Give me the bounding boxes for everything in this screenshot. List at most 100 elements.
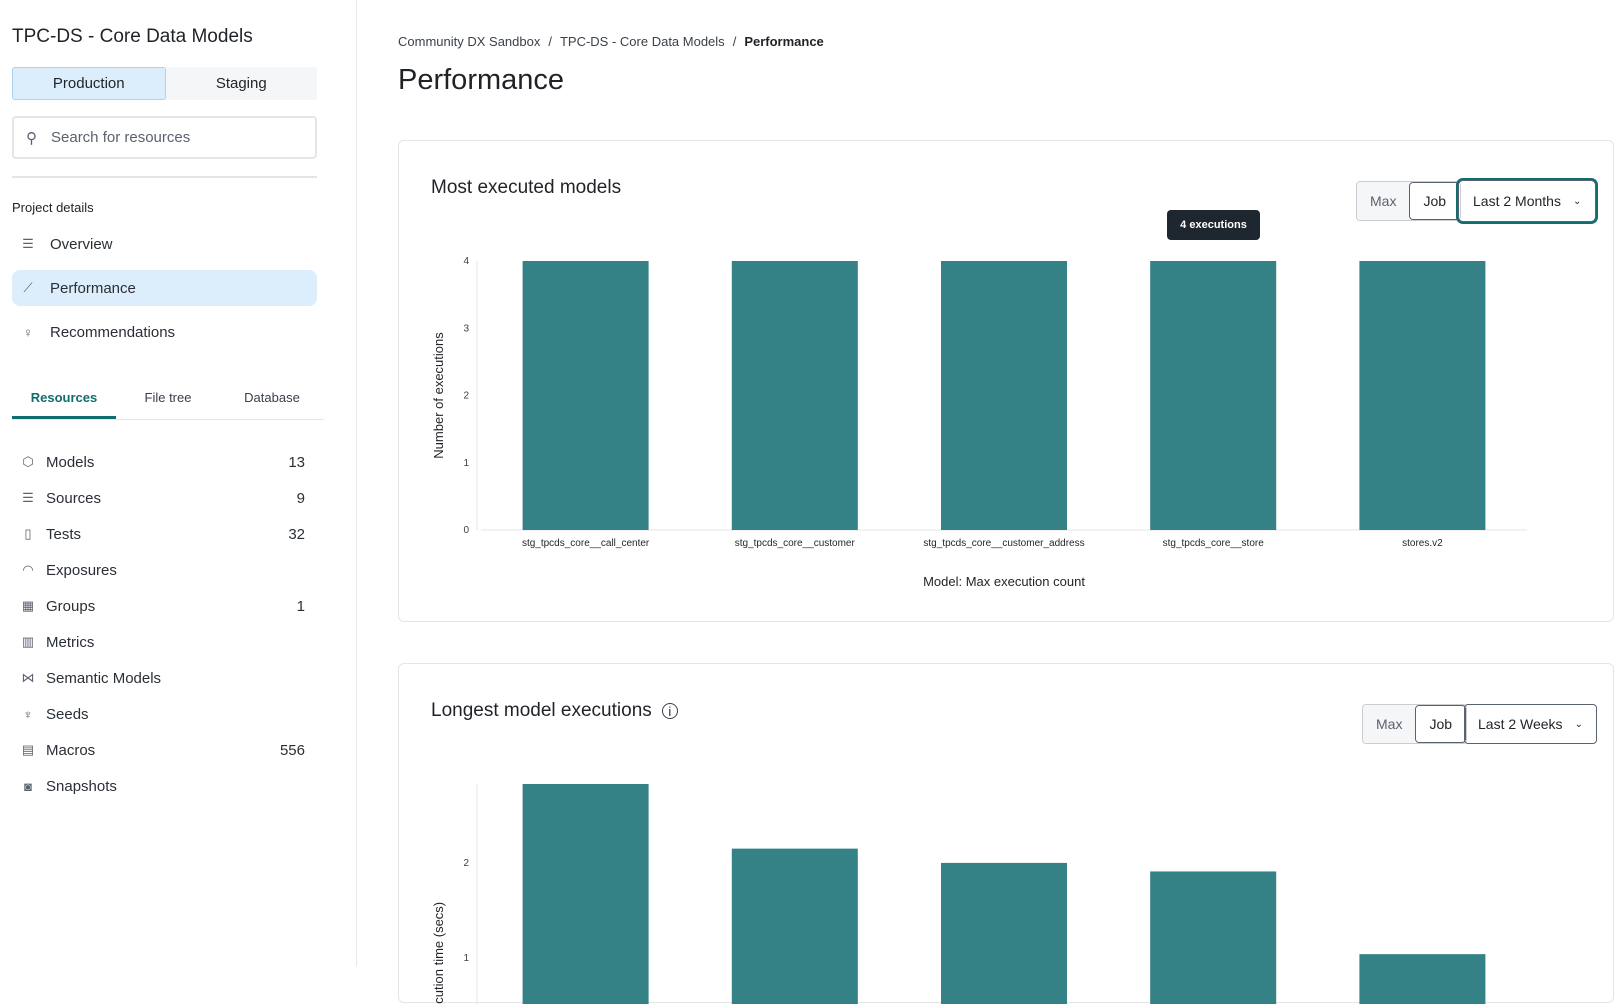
resource-macros[interactable]: ▤ Macros 556	[20, 735, 305, 765]
clipboard-icon: ▯	[24, 526, 32, 541]
project-title: TPC-DS - Core Data Models	[12, 26, 253, 47]
resource-label: Tests	[46, 525, 82, 543]
bar	[522, 261, 649, 530]
list-icon: ☰	[22, 236, 34, 251]
breadcrumb-item[interactable]: TPC-DS - Core Data Models	[559, 34, 725, 49]
x-axis-label: Model: Max execution count	[923, 574, 1085, 589]
cube-icon: ⬡	[22, 454, 34, 469]
bar	[1359, 954, 1486, 1004]
resource-label: Groups	[46, 597, 96, 615]
resource-count: 1	[296, 597, 305, 615]
gauge-icon: ◠	[22, 562, 34, 577]
toggle-max[interactable]: Max	[1363, 705, 1416, 743]
nav-recommendations[interactable]: ♀ Recommendations	[12, 314, 317, 350]
y-tick-label: 2	[463, 858, 469, 869]
y-tick-label: 3	[463, 323, 469, 334]
env-staging[interactable]: Staging	[215, 75, 267, 92]
time-range-dropdown[interactable]: Last 2 Weeks ⌄	[1464, 704, 1597, 744]
most-executed-chart: 0 1 2 3 4 stg_tpcds_core__call_center stg_tpcd…	[431, 256, 1527, 589]
nodes-icon: ⋈	[21, 670, 35, 685]
nav-overview[interactable]: ☰ Overview	[12, 226, 317, 262]
file-icon: ▤	[21, 742, 35, 757]
bar	[1150, 261, 1277, 530]
chart-title: Most executed models	[431, 177, 622, 198]
page-title: Performance	[398, 64, 565, 96]
toggle-job[interactable]: Job	[1415, 705, 1467, 743]
resource-sources[interactable]: ☰ Sources 9	[20, 483, 305, 513]
chevron-down-icon: ⌄	[1574, 718, 1583, 730]
resource-models[interactable]: ⬡ Models 13	[20, 447, 305, 477]
breadcrumb-current: Performance	[744, 34, 824, 49]
line-chart-icon: ⟋	[23, 280, 33, 295]
bar	[1359, 261, 1486, 530]
breadcrumb-separator: /	[548, 34, 552, 49]
seedling-icon: ♆	[23, 706, 33, 722]
card-title: Most executed models	[431, 177, 621, 199]
resource-count: 9	[296, 489, 305, 507]
lightbulb-icon: ♀	[23, 324, 33, 340]
resource-groups[interactable]: ▦ Groups 1	[20, 591, 305, 621]
section-label: Project details	[12, 200, 94, 215]
x-tick-label: stg_tpcds_core__customer_address	[923, 538, 1084, 549]
bar-chart-icon: ▥	[21, 634, 35, 649]
environment-toggle: Production Staging	[12, 67, 317, 100]
resource-label: Snapshots	[46, 777, 117, 795]
resource-snapshots[interactable]: ◙ Snapshots	[20, 771, 305, 801]
nav-label: Overview	[50, 235, 113, 253]
bar	[941, 261, 1067, 530]
aggregation-toggle: Max Job	[1356, 181, 1462, 221]
toggle-job[interactable]: Job	[1409, 182, 1461, 220]
y-tick-label: 1	[463, 953, 469, 964]
resource-label: Semantic Models	[46, 669, 162, 687]
tooltip: 4 executions	[1167, 210, 1260, 240]
env-production[interactable]: Production	[12, 67, 166, 100]
time-range-dropdown[interactable]: Last 2 Months ⌄	[1457, 180, 1597, 222]
dropdown-value: Last 2 Months	[1473, 193, 1561, 209]
resource-count: 13	[288, 453, 305, 471]
chevron-down-icon: ⌄	[1572, 195, 1582, 207]
sidebar: TPC-DS - Core Data Models Production Sta…	[0, 0, 357, 966]
tab-file-tree[interactable]: File tree	[144, 390, 192, 405]
dropdown-value: Last 2 Weeks	[1478, 716, 1563, 732]
search-placeholder: Search for resources	[51, 129, 191, 146]
breadcrumb-separator: /	[732, 34, 737, 49]
camera-icon: ◙	[24, 778, 32, 794]
y-tick-label: 4	[463, 256, 469, 267]
search-input[interactable]: ⚲ Search for resources	[12, 116, 317, 159]
most-executed-card: 0 1 2 3 4 stg_tpcds_core__call_center stg_tpcd…	[398, 140, 1614, 622]
bar	[522, 784, 649, 1004]
y-axis-label: Execution time (secs)	[431, 902, 446, 1004]
longest-executions-card: 1 2 Execution time (secs) Longest model ex…	[398, 663, 1614, 1004]
nav-label: Performance	[50, 279, 136, 297]
resource-label: Exposures	[46, 561, 117, 579]
resource-exposures[interactable]: ◠ Exposures	[20, 555, 305, 585]
divider	[12, 176, 317, 178]
info-icon[interactable]: i	[661, 703, 678, 719]
y-tick-label: 1	[463, 458, 469, 469]
y-axis-label: Number of executions	[431, 332, 446, 459]
tab-database[interactable]: Database	[244, 390, 300, 405]
resource-semantic-models[interactable]: ⋈ Semantic Models	[20, 663, 305, 693]
bar	[941, 862, 1067, 1004]
bar	[731, 848, 858, 1004]
card-title: Longest model executions i	[431, 700, 678, 722]
breadcrumb: Community DX Sandbox / TPC-DS - Core Data…	[398, 34, 824, 49]
nav-performance[interactable]: ⟋ Performance	[12, 270, 317, 306]
grid-icon: ▦	[21, 598, 35, 613]
resource-count: 556	[279, 741, 305, 759]
breadcrumb-item[interactable]: Community DX Sandbox	[398, 34, 541, 49]
resource-seeds[interactable]: ♆ Seeds	[20, 699, 305, 729]
toggle-max[interactable]: Max	[1357, 182, 1410, 220]
nav-label: Recommendations	[50, 323, 176, 341]
bar	[1150, 871, 1277, 1004]
resource-tests[interactable]: ▯ Tests 32	[20, 519, 305, 549]
resource-metrics[interactable]: ▥ Metrics	[20, 627, 305, 657]
resource-tabs: Resources File tree Database	[12, 384, 324, 420]
resource-label: Seeds	[46, 705, 89, 723]
resource-label: Sources	[46, 489, 102, 507]
chart-title: Longest model executions	[431, 700, 652, 721]
x-tick-label: stores.v2	[1402, 538, 1443, 549]
resource-label: Metrics	[46, 633, 95, 651]
tab-resources[interactable]: Resources	[12, 384, 116, 419]
search-icon: ⚲	[26, 129, 37, 147]
